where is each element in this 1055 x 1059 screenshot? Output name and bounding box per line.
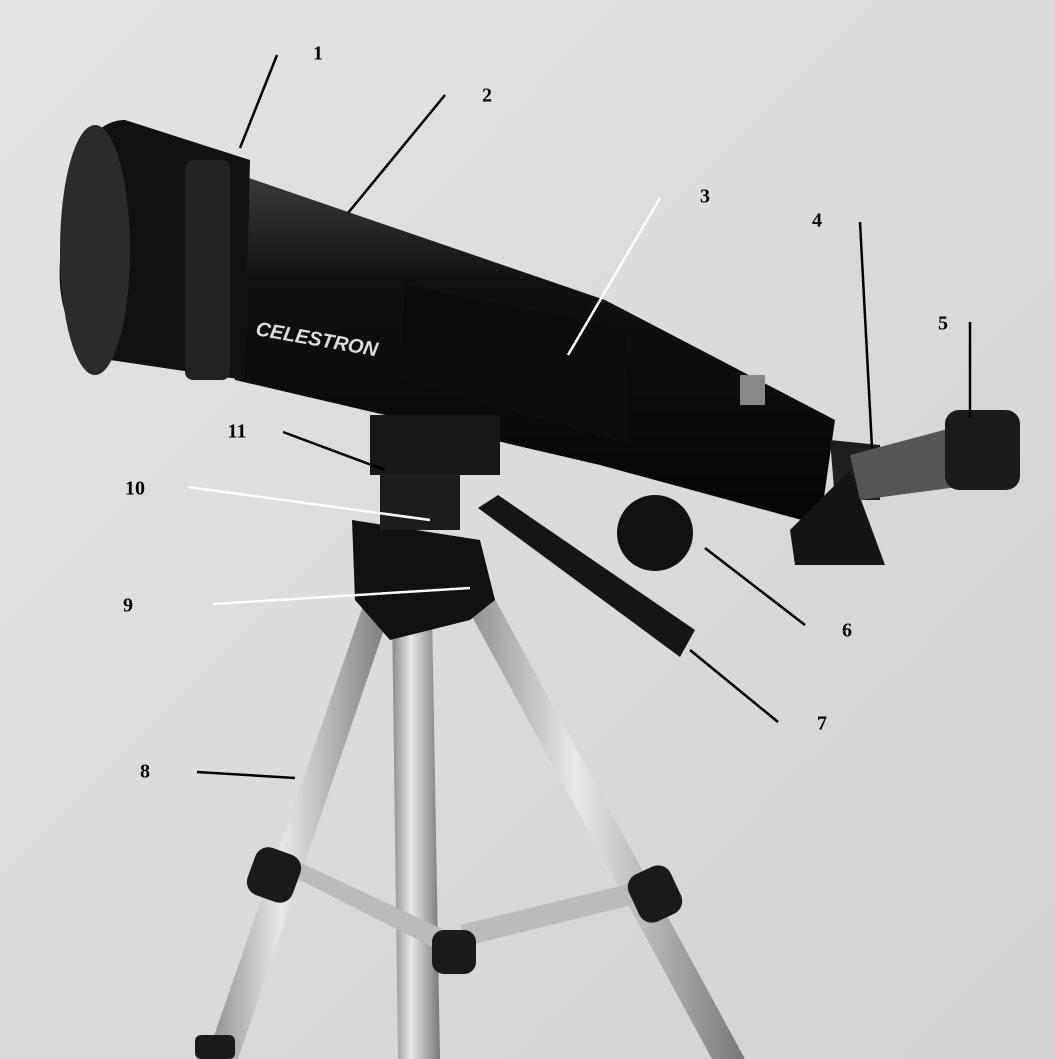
callout-label: 2	[482, 85, 492, 107]
callout-label: 9	[123, 595, 133, 617]
callout-label: 3	[700, 186, 710, 208]
callout-label: 10	[125, 478, 145, 500]
callout-label: 11	[228, 421, 247, 443]
telescope-figure: CELESTRON 1 2 3 4 5 6 7 8 9 10 11	[0, 0, 1055, 1059]
callout-label: 8	[140, 761, 150, 783]
callout-label: 6	[842, 620, 852, 642]
callout-label: 5	[938, 313, 948, 335]
callout-label: 1	[313, 43, 323, 65]
callout-label: 7	[817, 713, 827, 735]
callout-label: 4	[812, 210, 822, 232]
